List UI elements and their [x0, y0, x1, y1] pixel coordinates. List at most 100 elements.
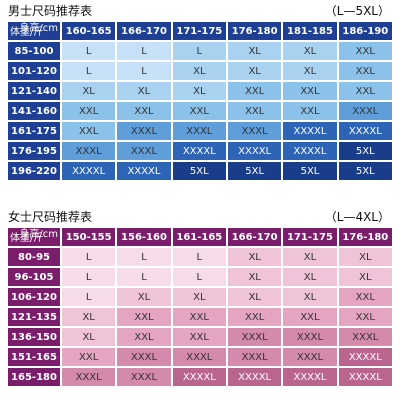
- women-size-cell: XXL: [172, 308, 226, 326]
- women-size-cell: XXXL: [227, 348, 282, 366]
- women-height-header: 150-155: [62, 228, 116, 246]
- men-size-cell: XXL: [227, 102, 282, 120]
- women-size-cell: XXL: [227, 308, 282, 326]
- women-table-row: 80-95 L L L XL XL XL: [8, 248, 392, 266]
- men-size-cell: XXL: [283, 82, 337, 100]
- women-table-row: 121-135 XL XXL XXL XXL XXL XXL: [8, 308, 392, 326]
- women-weight-header: 136-150: [8, 328, 60, 346]
- men-table-row: 141-160 XXL XXL XXL XXL XXL XXXL: [8, 102, 392, 120]
- women-size-cell: XL: [338, 268, 392, 286]
- women-size-cell: XXXL: [283, 348, 337, 366]
- men-weight-header: 85-100: [8, 42, 60, 60]
- men-size-cell: XXXL: [172, 122, 226, 140]
- men-size-cell: L: [62, 42, 116, 60]
- men-size-cell: XXXXL: [62, 162, 116, 180]
- women-height-header: 166-170: [227, 228, 282, 246]
- men-table-row: 121-140 XL XL XL XXL XXL XXL: [8, 82, 392, 100]
- men-size-cell: XL: [283, 42, 337, 60]
- women-size-cell: L: [62, 268, 116, 286]
- women-size-cell: XXXL: [172, 348, 226, 366]
- women-height-header: 156-160: [117, 228, 171, 246]
- women-size-cell: XL: [283, 268, 337, 286]
- women-size-cell: XL: [283, 288, 337, 306]
- men-size-cell: XXXL: [62, 142, 116, 160]
- men-size-cell: XXL: [62, 102, 116, 120]
- men-table-row: 161-175 XXL XXXL XXXL XXXL XXXXL XXXXL: [8, 122, 392, 140]
- women-size-cell: XXL: [117, 308, 171, 326]
- men-weight-header: 141-160: [8, 102, 60, 120]
- men-size-cell: 5XL: [172, 162, 226, 180]
- women-size-cell: XXXXL: [338, 368, 392, 386]
- women-size-cell: L: [172, 268, 226, 286]
- men-size-chart-header: 男士尺码推荐表 （L—5XL）: [0, 0, 400, 20]
- men-size-cell: L: [62, 62, 116, 80]
- men-size-cell: XXXXL: [227, 142, 282, 160]
- men-size-cell: XXXXL: [172, 142, 226, 160]
- men-size-cell: XXXL: [338, 102, 392, 120]
- men-weight-header: 101-120: [8, 62, 60, 80]
- women-header-row: 身高/cm 体重/斤 150-155 156-160 161-165 166-170 171…: [8, 228, 392, 246]
- women-corner-height-label: 身高/cm: [19, 229, 58, 240]
- men-size-cell: XXL: [338, 42, 392, 60]
- women-size-cell: XL: [227, 248, 282, 266]
- women-table-row: 151-165 XXL XXXL XXXL XXXL XXXL XXXXL: [8, 348, 392, 366]
- men-height-header: 181-185: [283, 22, 337, 40]
- men-size-cell: XXL: [172, 102, 226, 120]
- women-size-cell: XL: [227, 268, 282, 286]
- women-size-cell: XXXXL: [283, 368, 337, 386]
- women-height-header: 176-180: [338, 228, 392, 246]
- women-weight-header: 165-180: [8, 368, 60, 386]
- men-size-cell: 5XL: [338, 142, 392, 160]
- women-size-cell: XL: [283, 248, 337, 266]
- men-table-row: 101-120 L L XL XL XL XXL: [8, 62, 392, 80]
- men-size-cell: XL: [227, 62, 282, 80]
- men-size-cell: XXXXL: [283, 122, 337, 140]
- men-size-cell: L: [117, 42, 171, 60]
- men-size-cell: 5XL: [227, 162, 282, 180]
- women-size-cell: L: [117, 248, 171, 266]
- women-table-row: 106-120 L XL XL XL XL XXL: [8, 288, 392, 306]
- women-size-cell: XXXXL: [338, 348, 392, 366]
- women-size-cell: XXL: [62, 348, 116, 366]
- women-size-cell: L: [172, 248, 226, 266]
- women-size-cell: XXXL: [62, 368, 116, 386]
- women-corner-cell: 身高/cm 体重/斤: [8, 228, 60, 246]
- men-header-row: 身高/cm 体重/斤 160-165 166-170 171-175 176-180 181…: [8, 22, 392, 40]
- men-size-cell: XL: [172, 62, 226, 80]
- women-size-cell: XXXL: [227, 328, 282, 346]
- women-size-table: 身高/cm 体重/斤 150-155 156-160 161-165 166-170 171…: [6, 226, 394, 388]
- men-size-cell: XXL: [338, 62, 392, 80]
- men-size-cell: XXL: [227, 82, 282, 100]
- women-size-cell: L: [62, 248, 116, 266]
- men-corner-height-label: 身高/cm: [19, 23, 58, 34]
- women-size-cell: L: [117, 268, 171, 286]
- women-size-cell: XL: [62, 328, 116, 346]
- men-size-cell: XXXL: [117, 142, 171, 160]
- men-size-cell: XXXXL: [283, 142, 337, 160]
- men-size-cell: 5XL: [283, 162, 337, 180]
- women-size-cell: XL: [172, 288, 226, 306]
- men-size-cell: L: [117, 62, 171, 80]
- women-size-cell: XXXL: [117, 368, 171, 386]
- men-size-range: （L—5XL）: [324, 3, 390, 18]
- women-chart-title: 女士尺码推荐表: [8, 209, 93, 224]
- men-size-cell: XXL: [117, 102, 171, 120]
- women-size-cell: XXXL: [338, 328, 392, 346]
- women-table-row: 136-150 XL XXL XXL XXXL XXXL XXXL: [8, 328, 392, 346]
- men-size-cell: XXXL: [227, 122, 282, 140]
- men-table-row: 85-100 L L L XL XL XXL: [8, 42, 392, 60]
- women-size-cell: XXXL: [283, 328, 337, 346]
- men-size-cell: XL: [62, 82, 116, 100]
- men-chart-title: 男士尺码推荐表: [8, 3, 93, 18]
- women-table-row: 96-105 L L L XL XL XL: [8, 268, 392, 286]
- women-size-cell: XXL: [338, 308, 392, 326]
- men-size-cell: XXXL: [117, 122, 171, 140]
- men-corner-weight-label: 体重/斤: [10, 27, 44, 38]
- men-size-cell: XL: [172, 82, 226, 100]
- women-size-cell: XXXXL: [227, 368, 282, 386]
- men-size-table: 身高/cm 体重/斤 160-165 166-170 171-175 176-180 181…: [6, 20, 394, 182]
- women-weight-header: 96-105: [8, 268, 60, 286]
- men-weight-header: 121-140: [8, 82, 60, 100]
- women-size-chart-header: 女士尺码推荐表 （L—4XL）: [0, 206, 400, 226]
- women-size-cell: XL: [117, 288, 171, 306]
